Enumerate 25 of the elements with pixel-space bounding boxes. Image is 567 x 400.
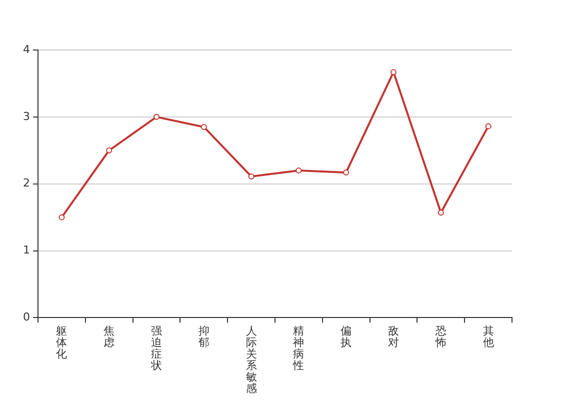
x-tick-label: 抑郁 [198,324,210,349]
x-tick-label: 恐怖 [434,324,446,349]
x-tick-label: 偏执 [340,324,352,349]
x-tick-label: 躯体化 [56,324,68,360]
x-tick-label: 敌对 [388,324,399,349]
point [58,214,65,220]
y-tick-label: 3 [23,110,30,123]
point [106,147,112,154]
point [200,124,207,130]
point [248,173,254,180]
x-tick-label: 精神病性 [292,324,304,372]
x-tick-label: 人际关系敏感 [246,324,257,396]
point [485,123,492,130]
x-tick-label: 强迫症状 [150,324,162,372]
y-tick-label: 1 [23,244,30,257]
y-tick-label: 4 [23,42,30,56]
point [296,167,302,174]
y-tick-label: 0 [23,310,30,324]
point [390,69,396,76]
x-tick-label: 焦虑 [104,324,115,349]
x-tick-label: 其他 [482,324,494,349]
point [343,169,350,176]
point [438,210,444,216]
y-tick-label: 2 [23,176,30,190]
point [154,114,160,120]
